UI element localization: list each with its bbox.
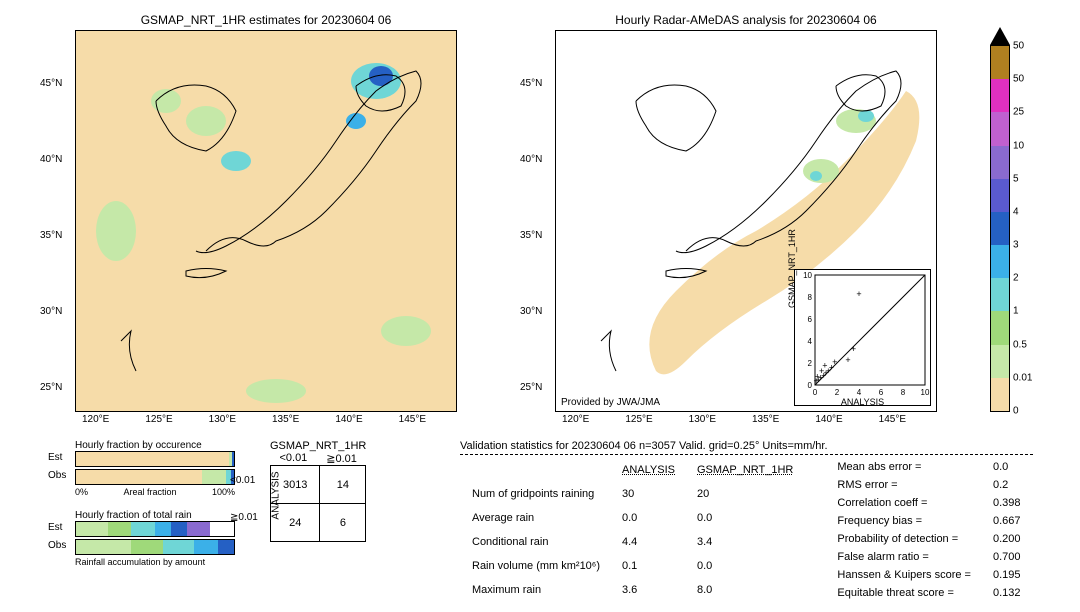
svg-text:6: 6 [879, 388, 884, 397]
occ-obs-row: Obs [75, 469, 235, 485]
svg-text:+: + [856, 289, 861, 299]
occ-est-row: Est [75, 451, 235, 467]
svg-text:4: 4 [857, 388, 862, 397]
totalrain-title: Hourly fraction of total rain [75, 510, 235, 521]
svg-text:8: 8 [901, 388, 906, 397]
svg-text:2: 2 [808, 359, 813, 368]
map1-title: GSMAP_NRT_1HR estimates for 20230604 06 [76, 13, 456, 27]
tot-est-row: Est [75, 521, 235, 537]
occurrence-chart: Hourly fraction by occurence Est Obs 0% … [75, 440, 235, 497]
svg-text:10: 10 [921, 388, 930, 397]
validation: Validation statistics for 20230604 06 n=… [460, 440, 1033, 603]
colorbar: 00.010.51234510255050 [990, 45, 1010, 412]
validation-rows: ANALYSIS GSMAP_NRT_1HR Num of gridpoints… [460, 457, 805, 603]
map2-credit: Provided by JWA/JMA [561, 397, 660, 408]
svg-text:0: 0 [813, 388, 818, 397]
map-radar: Hourly Radar-AMeDAS analysis for 2023060… [555, 30, 937, 412]
occurrence-title: Hourly fraction by occurence [75, 440, 235, 451]
validation-metrics: Mean abs error =0.0RMS error =0.2Correla… [825, 457, 1032, 603]
svg-text:4: 4 [808, 337, 813, 346]
svg-text:+: + [845, 355, 850, 365]
svg-text:2: 2 [835, 388, 840, 397]
svg-text:10: 10 [803, 271, 812, 280]
contingency-cells: 301314 246 [270, 465, 366, 542]
scatter-ylabel: GSMAP_NRT_1HR [787, 229, 797, 308]
contingency: GSMAP_NRT_1HR <0.01 ≧0.01 301314 246 ANA… [270, 440, 366, 465]
svg-text:+: + [822, 361, 827, 371]
svg-text:+: + [851, 344, 856, 354]
scatter-xlabel: ANALYSIS [795, 397, 930, 407]
svg-text:0: 0 [808, 381, 813, 390]
map1-svg [76, 31, 456, 411]
map2-title: Hourly Radar-AMeDAS analysis for 2023060… [556, 13, 936, 27]
totalrain-footer: Rainfall accumulation by amount [75, 557, 235, 567]
svg-text:8: 8 [808, 293, 813, 302]
tot-obs-row: Obs [75, 539, 235, 555]
map-gsmap: GSMAP_NRT_1HR estimates for 20230604 06 [75, 30, 457, 412]
totalrain-chart: Hourly fraction of total rain Est Obs Ra… [75, 510, 235, 567]
svg-text:6: 6 [808, 315, 813, 324]
svg-text:+: + [832, 357, 837, 367]
colorbar-triangle [990, 27, 1010, 45]
scatter-inset: 00224466881010++++++++++++++ ANALYSIS GS… [794, 269, 931, 406]
